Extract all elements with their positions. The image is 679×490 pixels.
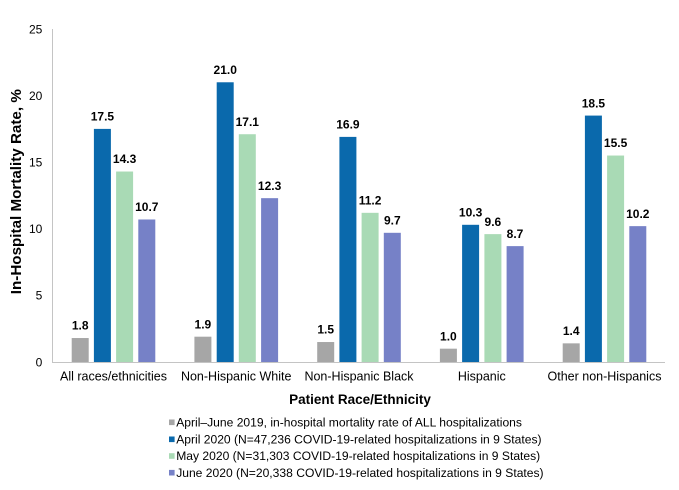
svg-text:8.7: 8.7: [507, 227, 524, 241]
svg-text:10: 10: [29, 222, 43, 236]
svg-text:21.0: 21.0: [214, 63, 238, 77]
svg-text:10.7: 10.7: [135, 200, 159, 214]
svg-text:14.3: 14.3: [113, 152, 137, 166]
svg-text:15: 15: [29, 156, 43, 170]
svg-text:25: 25: [29, 22, 43, 36]
svg-text:11.2: 11.2: [359, 194, 382, 208]
svg-text:Non-Hispanic Black: Non-Hispanic Black: [304, 369, 414, 383]
svg-text:April–June 2019, in-hospital m: April–June 2019, in-hospital mortality r…: [176, 416, 522, 430]
svg-text:16.9: 16.9: [336, 118, 360, 132]
svg-text:Non-Hispanic White: Non-Hispanic White: [181, 369, 292, 383]
svg-text:0: 0: [36, 355, 43, 369]
svg-text:17.5: 17.5: [91, 110, 115, 124]
svg-text:10.3: 10.3: [459, 206, 483, 220]
svg-text:10.2: 10.2: [626, 207, 650, 221]
svg-text:All races/ethnicities: All races/ethnicities: [60, 369, 167, 383]
svg-text:Other non-Hispanics: Other non-Hispanics: [548, 369, 662, 383]
svg-text:5: 5: [36, 289, 43, 303]
svg-text:9.7: 9.7: [384, 214, 401, 228]
svg-text:1.8: 1.8: [72, 319, 89, 333]
svg-text:1.9: 1.9: [195, 317, 212, 331]
svg-text:12.3: 12.3: [258, 179, 282, 193]
svg-text:20: 20: [29, 89, 43, 103]
svg-text:May 2020 (N=31,303 COVID-19-re: May 2020 (N=31,303 COVID-19-related hosp…: [176, 449, 540, 463]
svg-text:June 2020 (N=20,338 COVID-19-r: June 2020 (N=20,338 COVID-19-related hos…: [176, 466, 543, 480]
svg-text:1.4: 1.4: [563, 324, 580, 338]
svg-text:15.5: 15.5: [604, 136, 628, 150]
svg-text:18.5: 18.5: [582, 96, 606, 110]
svg-text:Patient Race/Ethnicity: Patient Race/Ethnicity: [289, 392, 431, 407]
svg-text:1.5: 1.5: [317, 323, 334, 337]
svg-text:9.6: 9.6: [485, 215, 502, 229]
svg-text:Hispanic: Hispanic: [458, 369, 506, 383]
svg-text:17.1: 17.1: [236, 115, 260, 129]
svg-text:April 2020 (N=47,236 COVID-19-: April 2020 (N=47,236 COVID-19-related ho…: [176, 433, 541, 447]
svg-text:1.0: 1.0: [440, 329, 457, 343]
svg-text:In-Hospital Mortality Rate, %: In-Hospital Mortality Rate, %: [8, 89, 25, 295]
